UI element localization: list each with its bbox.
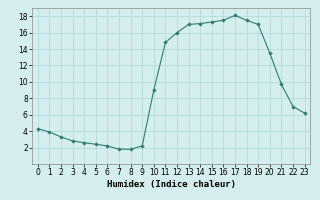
X-axis label: Humidex (Indice chaleur): Humidex (Indice chaleur) — [107, 180, 236, 189]
